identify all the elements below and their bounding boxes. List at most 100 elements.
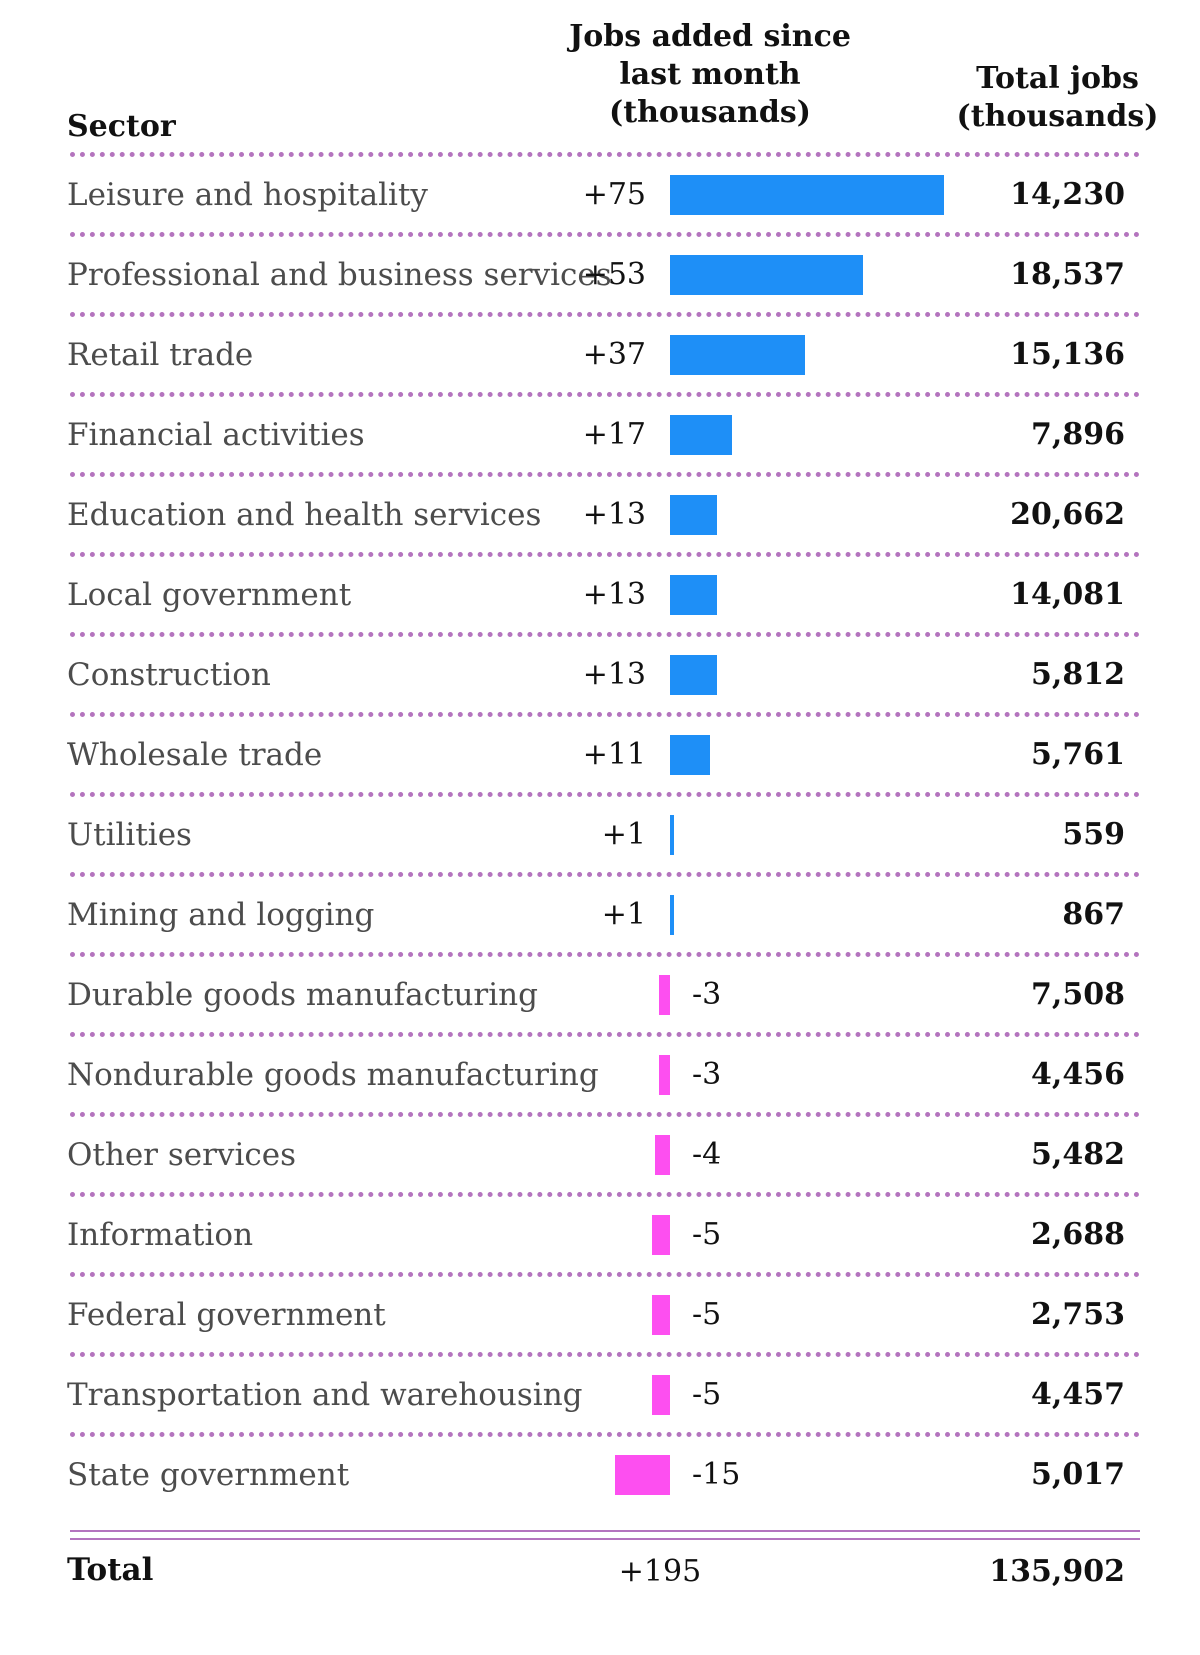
- table-row: Education and health services +13 20,662: [0, 475, 1200, 555]
- negative-change-bar: [655, 1135, 670, 1175]
- table-row: Federal government -5 2,753: [0, 1275, 1200, 1355]
- row-separator: [70, 1352, 1140, 1357]
- negative-change-bar: [659, 1055, 670, 1095]
- row-separator: [70, 872, 1140, 877]
- sector-label: Information: [67, 1217, 254, 1253]
- total-jobs-value: 559: [1062, 817, 1125, 852]
- positive-change-bar: [670, 815, 674, 855]
- sector-label: Mining and logging: [67, 897, 375, 933]
- row-separator: [70, 152, 1140, 157]
- negative-change-bar: [651, 1375, 670, 1415]
- total-row-jobs: 135,902: [989, 1554, 1125, 1589]
- sector-label: Financial activities: [67, 417, 365, 453]
- row-separator: [70, 312, 1140, 317]
- total-divider-top: [70, 1530, 1140, 1532]
- change-value: -5: [692, 1217, 722, 1252]
- total-jobs-value: 867: [1062, 897, 1125, 932]
- row-separator: [70, 792, 1140, 797]
- row-separator: [70, 552, 1140, 557]
- total-row-change: +195: [618, 1554, 702, 1589]
- table-row: Wholesale trade +11 5,761: [0, 715, 1200, 795]
- positive-change-bar: [670, 495, 718, 535]
- sector-label: Leisure and hospitality: [67, 177, 428, 213]
- table-row: Durable goods manufacturing -3 7,508: [0, 955, 1200, 1035]
- sector-label: Retail trade: [67, 337, 254, 373]
- sector-label: Transportation and warehousing: [67, 1377, 583, 1413]
- change-value: -5: [692, 1377, 722, 1412]
- sector-column-header: Sector: [67, 109, 176, 144]
- table-row: Mining and logging +1 867: [0, 875, 1200, 955]
- jobs-added-header-line-2: last month: [619, 57, 801, 92]
- negative-change-bar: [651, 1295, 670, 1335]
- total-jobs-value: 5,482: [1031, 1137, 1125, 1172]
- row-separator: [70, 1432, 1140, 1437]
- table-row: Utilities +1 559: [0, 795, 1200, 875]
- table-row: Leisure and hospitality +75 14,230: [0, 155, 1200, 235]
- negative-change-bar: [659, 975, 670, 1015]
- total-jobs-value: 4,456: [1031, 1057, 1125, 1092]
- table-row: Local government +13 14,081: [0, 555, 1200, 635]
- table-row: Financial activities +17 7,896: [0, 395, 1200, 475]
- sector-label: Durable goods manufacturing: [67, 977, 538, 1013]
- total-jobs-header-line-1: Total jobs: [976, 61, 1139, 96]
- sector-label: Nondurable goods manufacturing: [67, 1057, 599, 1093]
- table-row: Professional and business services +53 18,…: [0, 235, 1200, 315]
- row-separator: [70, 232, 1140, 237]
- positive-change-bar: [670, 255, 864, 295]
- table-row: Construction +13 5,812: [0, 635, 1200, 715]
- total-jobs-value: 20,662: [1010, 497, 1125, 532]
- sector-label: Education and health services: [67, 497, 542, 533]
- jobs-added-header-line-3: (thousands): [609, 95, 811, 130]
- row-separator: [70, 392, 1140, 397]
- positive-change-bar: [670, 575, 718, 615]
- change-value: +53: [582, 257, 646, 292]
- total-jobs-value: 15,136: [1010, 337, 1125, 372]
- row-separator: [70, 1272, 1140, 1277]
- table-row: Transportation and warehousing -5 4,457: [0, 1355, 1200, 1435]
- change-value: +75: [582, 177, 646, 212]
- total-jobs-value: 2,753: [1031, 1297, 1125, 1332]
- table-row: Other services -4 5,482: [0, 1115, 1200, 1195]
- change-value: -15: [692, 1457, 741, 1492]
- row-separator: [70, 712, 1140, 717]
- sector-label: Construction: [67, 657, 271, 693]
- total-jobs-value: 4,457: [1031, 1377, 1125, 1412]
- total-jobs-value: 5,812: [1031, 657, 1125, 692]
- sector-label: Professional and business services: [67, 257, 612, 293]
- positive-change-bar: [670, 655, 718, 695]
- change-value: -3: [692, 1057, 722, 1092]
- total-jobs-value: 5,017: [1031, 1457, 1125, 1492]
- row-separator: [70, 1112, 1140, 1117]
- total-divider-bottom: [70, 1538, 1140, 1540]
- change-value: +1: [601, 897, 646, 932]
- total-jobs-value: 5,761: [1031, 737, 1125, 772]
- row-separator: [70, 632, 1140, 637]
- change-value: +37: [582, 337, 646, 372]
- change-value: -5: [692, 1297, 722, 1332]
- sector-label: Utilities: [67, 817, 192, 853]
- row-separator: [70, 472, 1140, 477]
- positive-change-bar: [670, 895, 674, 935]
- row-separator: [70, 1032, 1140, 1037]
- total-jobs-value: 2,688: [1031, 1217, 1125, 1252]
- total-jobs-header-line-2: (thousands): [956, 99, 1159, 134]
- sector-label: Local government: [67, 577, 352, 613]
- total-jobs-value: 7,896: [1031, 417, 1125, 452]
- total-jobs-value: 14,230: [1010, 177, 1125, 212]
- change-value: -4: [692, 1137, 722, 1172]
- positive-change-bar: [670, 415, 733, 455]
- positive-change-bar: [670, 175, 944, 215]
- row-separator: [70, 952, 1140, 957]
- negative-change-bar: [615, 1455, 670, 1495]
- table-row: State government -15 5,017: [0, 1435, 1200, 1515]
- sector-label: Federal government: [67, 1297, 386, 1333]
- total-jobs-value: 18,537: [1010, 257, 1125, 292]
- table-row: Information -5 2,688: [0, 1195, 1200, 1275]
- sector-label: Other services: [67, 1137, 296, 1173]
- total-jobs-value: 7,508: [1031, 977, 1125, 1012]
- total-row-label: Total: [67, 1552, 154, 1588]
- change-value: +13: [582, 497, 646, 532]
- negative-change-bar: [651, 1215, 670, 1255]
- table-row: Nondurable goods manufacturing -3 4,456: [0, 1035, 1200, 1115]
- change-value: +17: [582, 417, 646, 452]
